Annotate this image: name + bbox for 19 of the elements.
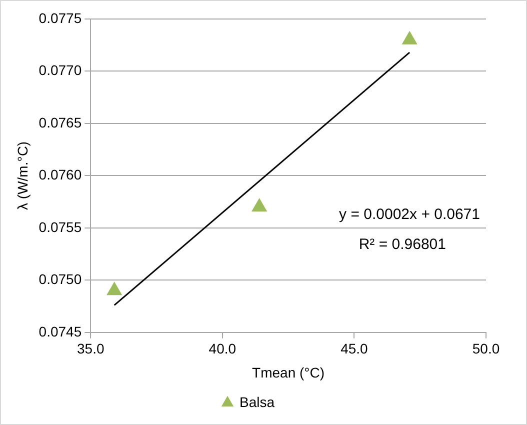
point	[106, 282, 122, 296]
x-axis-title: Tmean (°C)	[252, 364, 325, 380]
y-tick-label: 0.0765	[38, 114, 82, 130]
y-tick-label: 0.0770	[38, 62, 82, 78]
point	[402, 30, 418, 44]
y-tick-label: 0.0750	[38, 271, 82, 288]
legend-label: Balsa	[239, 394, 275, 410]
annotation: R² = 0.96801	[358, 236, 446, 253]
annotation: y = 0.0002x + 0.0671	[339, 206, 480, 224]
y-axis-title: λ (W/m.°C)	[14, 141, 30, 210]
x-tick-label: 45.0	[340, 340, 368, 357]
y-tick-label: 0.0755	[38, 218, 82, 235]
x-tick-label: 50.0	[472, 340, 500, 357]
y-tick-label: 0.0760	[38, 166, 82, 183]
y-tick-label: 0.0775	[38, 10, 82, 26]
x-tick-label: 35.0	[76, 340, 104, 357]
point	[252, 198, 268, 212]
y-tick-label: 0.0745	[38, 323, 82, 340]
x-tick-label: 40.0	[208, 340, 236, 357]
